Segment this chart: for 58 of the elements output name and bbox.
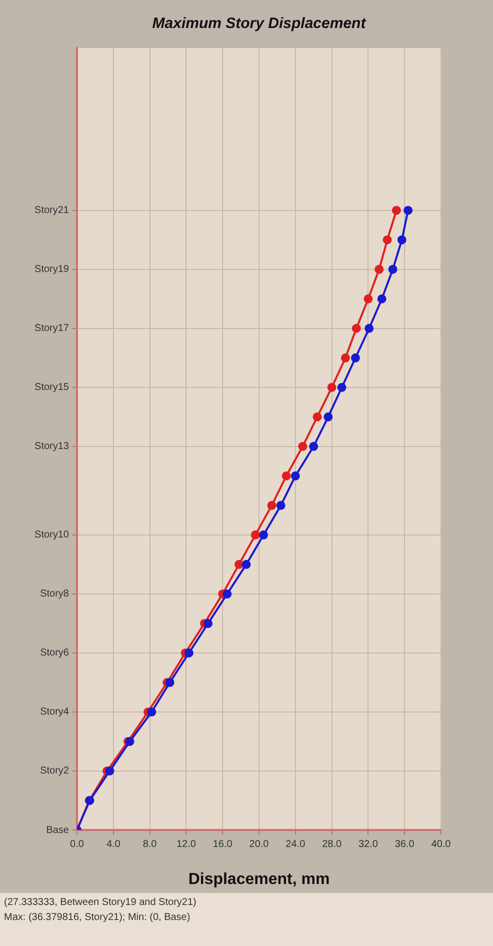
point	[397, 235, 406, 244]
point	[105, 766, 114, 776]
y-tick-label: Story10	[34, 530, 70, 541]
point	[276, 500, 286, 510]
x-tick-label: 12.0	[176, 838, 196, 850]
y-tick-label: Story13	[34, 441, 70, 452]
point	[298, 442, 308, 451]
point	[147, 707, 156, 716]
point	[340, 353, 350, 362]
text: Max: (36.379816, Story21); Min: (0, Base)	[4, 911, 192, 925]
point	[374, 264, 384, 274]
point	[242, 560, 251, 569]
y-tick-label: Story2	[40, 766, 70, 777]
y-tick-label: Story21	[34, 205, 70, 216]
x-tick-label: 28.0	[322, 838, 342, 850]
y-tick-label: Story8	[40, 588, 70, 600]
point	[337, 382, 346, 392]
point	[234, 560, 244, 569]
x-tick-label: 0.0	[70, 838, 84, 850]
point	[312, 412, 322, 422]
x-tick-label: 40.0	[431, 838, 452, 850]
x-tick-label: 24.0	[286, 838, 306, 850]
point	[364, 324, 374, 333]
point	[267, 500, 276, 510]
point	[382, 235, 392, 244]
point	[309, 442, 318, 451]
point	[392, 206, 401, 215]
point	[282, 471, 291, 480]
point	[377, 294, 386, 304]
text: (27.333333, Between Story19 and Story21)	[4, 896, 198, 910]
x-tick-label: 16.0	[212, 838, 233, 850]
chart-title: Maximum Story Displacement	[152, 15, 367, 32]
point	[165, 678, 174, 687]
y-tick-label: Base	[46, 824, 70, 836]
x-axis-title: Displacement, mm	[188, 870, 330, 888]
point	[324, 412, 333, 422]
point	[327, 382, 336, 392]
x-tick-label: 20.0	[249, 838, 270, 850]
x-tick-label: 32.0	[358, 838, 378, 850]
point	[404, 206, 413, 215]
point	[204, 618, 213, 628]
x-tick-label: 4.0	[106, 838, 121, 850]
point	[350, 353, 360, 362]
point	[259, 530, 268, 540]
y-tick-label: Story4	[40, 706, 70, 718]
x-tick-label: 36.0	[394, 838, 415, 850]
point	[352, 324, 361, 333]
point	[250, 530, 260, 540]
point	[388, 264, 398, 274]
point	[184, 648, 194, 658]
y-tick-label: Story17	[34, 323, 70, 334]
point	[222, 589, 232, 598]
y-tick-label: Story6	[40, 648, 70, 659]
point	[364, 294, 373, 304]
y-tick-label: Story19	[34, 264, 70, 276]
point	[290, 471, 300, 480]
x-tick-label: 8.0	[142, 838, 158, 850]
y-tick-label: Story15	[34, 382, 70, 394]
